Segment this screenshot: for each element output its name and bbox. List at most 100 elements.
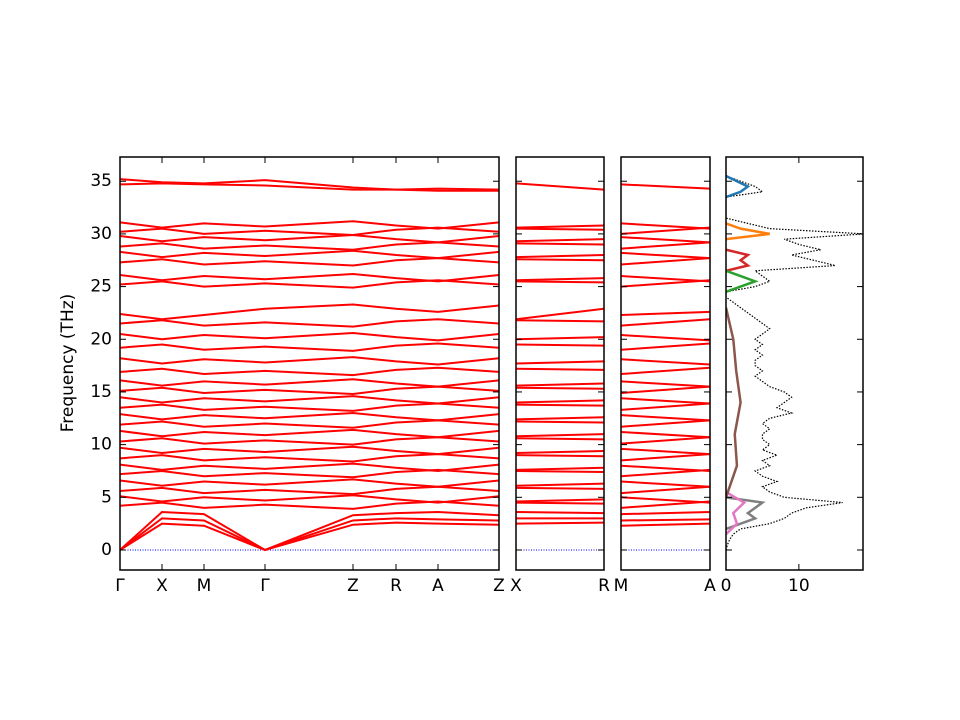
y-tick-label: 5 (101, 487, 112, 507)
band (621, 257, 710, 266)
band (621, 464, 710, 472)
band (516, 182, 604, 191)
band (621, 385, 710, 394)
band (516, 277, 604, 282)
panel-frame (515, 156, 605, 571)
band (621, 397, 710, 405)
band (120, 485, 499, 496)
band (621, 318, 710, 327)
y-tick-label: 0 (101, 540, 112, 560)
panel-frame (119, 156, 500, 571)
band (120, 331, 499, 342)
band (516, 482, 604, 487)
band (120, 342, 499, 352)
band (516, 469, 604, 474)
dos-curve (726, 490, 747, 536)
band (120, 412, 499, 422)
x-tick-label: M (614, 576, 629, 596)
band (120, 241, 499, 251)
band (120, 318, 499, 328)
band (120, 395, 499, 405)
band (621, 511, 710, 516)
band (120, 478, 499, 488)
band (516, 307, 604, 321)
x-tick-label: Γ (260, 576, 270, 596)
band (516, 449, 604, 455)
band (621, 275, 710, 283)
band (120, 428, 499, 439)
band (516, 433, 604, 438)
y-tick-label: 25 (90, 277, 112, 297)
x-tick-label: X (510, 576, 522, 596)
y-tick-label: 35 (90, 171, 112, 191)
band (621, 430, 710, 439)
band (516, 382, 604, 387)
band (120, 366, 499, 377)
band (516, 360, 604, 365)
band (516, 367, 604, 371)
band (621, 419, 710, 428)
band (516, 399, 604, 404)
x-tick-label: A (704, 576, 716, 596)
band (516, 416, 604, 421)
band (516, 521, 604, 525)
band (120, 272, 499, 283)
x-tick-label: X (156, 576, 168, 596)
band (120, 453, 499, 463)
band (120, 385, 499, 396)
y-axis-label: Frequency (THz) (58, 294, 78, 433)
band (516, 486, 604, 490)
band (120, 220, 499, 230)
x-tick-label: 0 (721, 576, 732, 596)
band (621, 183, 710, 190)
band (120, 356, 499, 366)
band (621, 447, 710, 456)
x-tick-label: Z (347, 576, 359, 596)
band (621, 436, 710, 445)
y-tick-label: 30 (90, 224, 112, 244)
x-tick-label: M (197, 576, 212, 596)
x-tick-label: A (432, 576, 444, 596)
band (516, 454, 604, 458)
band (621, 380, 710, 388)
band (621, 241, 710, 250)
band (516, 501, 604, 505)
dos-curve (726, 222, 770, 241)
band (621, 236, 710, 244)
band (516, 238, 604, 243)
band (621, 358, 710, 366)
band (621, 518, 710, 522)
dos-curve (726, 307, 742, 498)
band (516, 224, 604, 229)
band (621, 496, 710, 504)
band (120, 378, 499, 388)
band (621, 342, 710, 351)
dos-curve (726, 170, 863, 551)
band (120, 521, 499, 552)
band (120, 303, 499, 321)
band (516, 319, 604, 323)
dos-curve (726, 174, 751, 199)
dos-curve (726, 496, 766, 531)
band (621, 522, 710, 527)
panel-frame (725, 156, 864, 571)
band (120, 445, 499, 456)
band (120, 178, 499, 192)
band (120, 436, 499, 446)
band (621, 485, 710, 495)
band (621, 310, 710, 317)
dos-curve (726, 248, 751, 273)
band (516, 511, 604, 515)
x-tick-label: R (598, 576, 610, 596)
x-tick-label: Z (493, 576, 505, 596)
band (516, 253, 604, 259)
band (120, 517, 499, 552)
band (516, 336, 604, 341)
band (120, 462, 499, 472)
band (621, 222, 710, 230)
band (621, 414, 710, 422)
band (120, 249, 499, 260)
band (120, 419, 499, 429)
